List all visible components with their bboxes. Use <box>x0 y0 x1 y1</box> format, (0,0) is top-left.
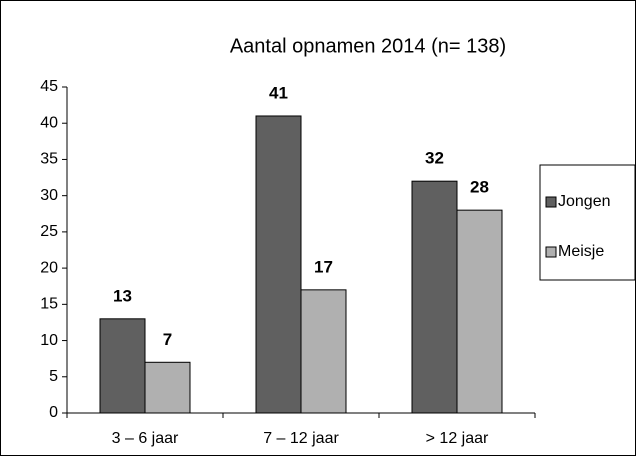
y-tick-label: 10 <box>40 332 58 349</box>
y-tick-label: 35 <box>40 151 58 168</box>
y-tick-label: 25 <box>40 223 58 240</box>
legend-swatch <box>545 196 557 208</box>
value-label: 28 <box>470 178 489 197</box>
y-tick-label: 5 <box>49 368 58 385</box>
legend-swatch <box>545 246 557 258</box>
x-tick-label: > 12 jaar <box>426 430 489 447</box>
value-label: 17 <box>314 257 333 276</box>
legend-label: Meisje <box>558 243 604 260</box>
y-tick-label: 0 <box>49 404 58 421</box>
bar <box>456 209 503 414</box>
value-label: 32 <box>425 149 444 168</box>
bar <box>99 318 146 414</box>
legend-box <box>539 164 636 281</box>
x-tick-label: 3 – 6 jaar <box>112 430 179 447</box>
y-tick-label: 40 <box>40 114 58 131</box>
x-tick-label: 7 – 12 jaar <box>263 430 339 447</box>
bar <box>255 115 302 414</box>
value-label: 7 <box>163 330 172 349</box>
bar <box>300 289 347 414</box>
legend-label: Jongen <box>558 193 611 210</box>
y-tick-label: 45 <box>40 78 58 95</box>
y-tick-label: 15 <box>40 296 58 313</box>
y-tick-label: 20 <box>40 259 58 276</box>
y-tick-label: 30 <box>40 187 58 204</box>
value-label: 13 <box>113 286 132 305</box>
bar <box>144 361 191 414</box>
value-label: 41 <box>269 83 288 102</box>
chart-title: Aantal opnamen 2014 (n= 138) <box>230 35 506 57</box>
bar <box>411 180 458 414</box>
